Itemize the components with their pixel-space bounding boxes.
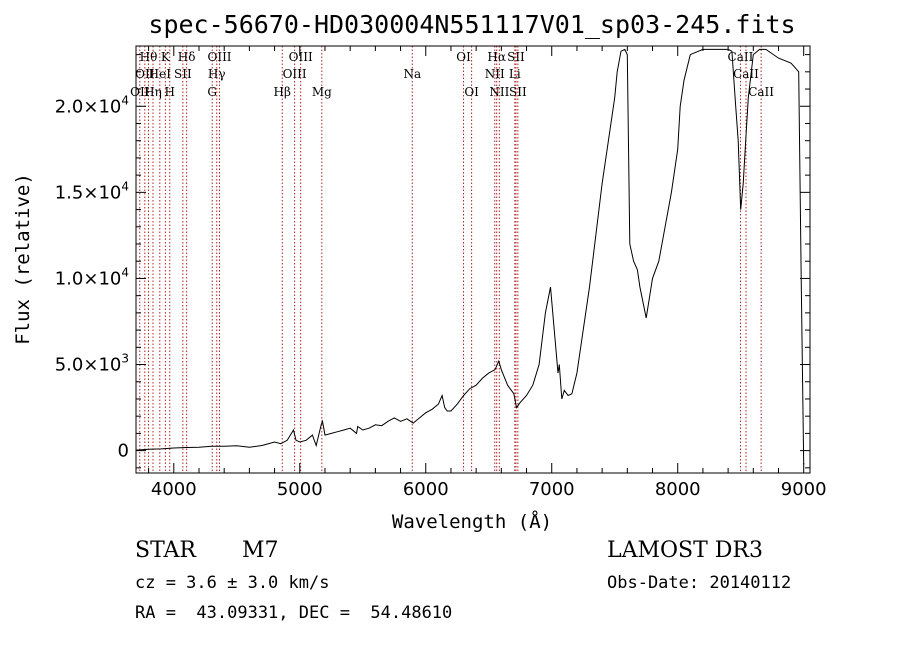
line-marker-label-16: Na — [403, 67, 421, 81]
redshift-velocity: cz = 3.6 ± 3.0 km/s — [135, 573, 330, 593]
x-tick-label-0: 4000 — [151, 479, 197, 500]
line-marker-label-10: Hγ — [208, 67, 226, 81]
x-tick-label-3: 7000 — [529, 479, 575, 500]
line-marker-label-2: Hθ — [140, 50, 158, 64]
line-marker-label-12: Hβ — [274, 85, 291, 99]
line-marker-label-20: Hα — [487, 50, 506, 64]
line-marker-label-17: OI — [456, 50, 471, 64]
line-marker-label-13: OIII — [283, 67, 307, 81]
plot-frame — [135, 45, 811, 474]
line-marker-label-24: SII — [509, 85, 527, 99]
y-tick-label-4: 2.0×104 — [55, 93, 129, 117]
y-tick-label-0: 0 — [118, 441, 129, 462]
coordinates: RA = 43.09331, DEC = 54.48610 — [135, 603, 453, 623]
x-axis-ticks: 4000 5000 6000 7000 8000 9000 — [148, 46, 827, 500]
line-marker-label-19: NII — [485, 67, 505, 81]
y-tick-label-1: 5.0×103 — [55, 352, 129, 376]
line-marker-label-18: OI — [464, 85, 479, 99]
line-marker-label-4: HeI — [149, 67, 172, 81]
line-marker-label-1: OII — [135, 67, 155, 81]
line-marker-label-3: Hη — [144, 85, 162, 99]
line-marker-label-9: G — [207, 85, 217, 99]
x-tick-label-4: 8000 — [655, 479, 701, 500]
x-tick-label-1: 5000 — [277, 479, 323, 500]
object-type: STAR — [135, 538, 196, 563]
line-marker-label-22: Li — [509, 67, 521, 81]
line-marker-label-5: K — [161, 50, 171, 64]
x-axis-title: Wavelength (Å) — [392, 510, 552, 533]
line-marker-label-11: OIII — [207, 50, 231, 64]
y-tick-label-3: 1.5×104 — [55, 179, 129, 203]
line-marker-label-23: SII — [507, 50, 525, 64]
spectrum-chart: spec-56670-HD030004N551117V01_sp03-245.f… — [12, 10, 827, 533]
line-marker-label-0: OII — [130, 85, 150, 99]
line-marker-label-7: SII — [174, 67, 192, 81]
x-tick-label-2: 6000 — [403, 479, 449, 500]
line-marker-label-8: Hδ — [178, 50, 196, 64]
line-marker-labels: OII OII Hθ Hη HeI K H SII Hδ G Hγ OIII Hβ OIII OIII Mg N… — [130, 50, 774, 99]
line-marker-label-14: OIII — [289, 50, 313, 64]
y-axis-ticks: 0 5.0×103 1.0×104 1.5×104 2.0×104 — [55, 54, 810, 469]
line-marker-label-21: NII — [489, 85, 509, 99]
spectrum-line — [135, 48, 805, 465]
line-marker-label-27: CaII — [748, 85, 774, 99]
chart-title: spec-56670-HD030004N551117V01_sp03-245.f… — [148, 10, 795, 39]
observation-date: Obs-Date: 20140112 — [607, 573, 792, 593]
line-marker-label-26: CaII — [733, 67, 759, 81]
object-subclass: M7 — [242, 538, 279, 563]
line-marker-label-25: CaII — [728, 50, 754, 64]
line-marker-label-6: H — [165, 85, 175, 99]
y-axis-title: Flux (relative) — [12, 173, 34, 345]
survey-name: LAMOST DR3 — [607, 538, 763, 563]
line-marker-label-15: Mg — [312, 85, 332, 99]
y-tick-label-2: 1.0×104 — [55, 265, 129, 289]
x-tick-label-5: 9000 — [781, 479, 827, 500]
line-markers — [139, 46, 762, 473]
